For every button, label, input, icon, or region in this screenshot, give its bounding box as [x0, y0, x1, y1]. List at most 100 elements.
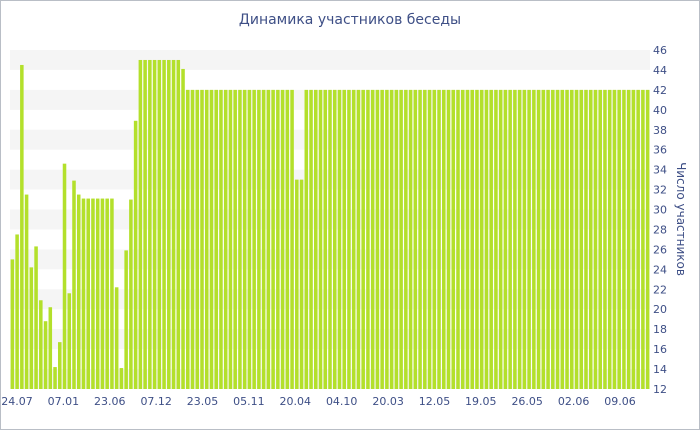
- bars-group: [10, 59, 650, 390]
- bar: [560, 89, 565, 389]
- bar: [219, 89, 223, 389]
- bar: [252, 89, 256, 389]
- x-tick-label: 19.05: [465, 395, 497, 408]
- y-tick-label: 40: [653, 104, 667, 117]
- bar: [266, 89, 271, 389]
- bar: [423, 89, 427, 389]
- x-tick-label: 05.11: [233, 395, 265, 408]
- bar: [641, 89, 645, 389]
- bar: [517, 89, 522, 389]
- bar: [408, 89, 413, 389]
- x-tick-label: 04.10: [326, 395, 358, 408]
- y-tick-label: 20: [653, 303, 667, 316]
- y-tick-label: 42: [653, 84, 667, 97]
- bar: [612, 89, 617, 389]
- x-tick-label: 24.07: [1, 395, 33, 408]
- bar: [299, 179, 304, 389]
- bar: [323, 89, 328, 389]
- y-tick-label: 36: [653, 144, 667, 157]
- bar: [86, 198, 90, 389]
- bar: [242, 89, 247, 389]
- bar: [470, 89, 474, 389]
- y-axis-ticks: 12 14 16 18 20 22 24 26 28 30 32 34 36 38 40 42 44 46: [653, 44, 667, 396]
- bar: [271, 89, 275, 389]
- bar: [110, 198, 114, 389]
- bar: [95, 198, 100, 389]
- y-tick-label: 46: [653, 44, 667, 57]
- bar: [91, 198, 95, 389]
- bar: [100, 198, 105, 389]
- bar: [456, 89, 460, 389]
- bar: [15, 234, 19, 389]
- bar: [498, 89, 503, 389]
- bar: [290, 89, 294, 389]
- bar: [223, 89, 228, 389]
- grid-band: [10, 50, 650, 70]
- bar: [257, 89, 261, 389]
- bar: [67, 293, 72, 389]
- bar: [366, 89, 370, 389]
- bar: [200, 89, 204, 389]
- y-tick-label: 22: [653, 283, 667, 296]
- bar: [238, 89, 242, 389]
- bar: [314, 89, 318, 389]
- bar: [503, 89, 508, 389]
- bar: [385, 89, 389, 389]
- bar: [598, 89, 602, 389]
- bar: [551, 89, 555, 389]
- bar: [555, 89, 560, 389]
- bar: [72, 180, 76, 389]
- bar: [195, 89, 200, 389]
- x-tick-label: 07.12: [140, 395, 172, 408]
- bar: [536, 89, 541, 389]
- bar: [58, 342, 62, 389]
- bar: [460, 89, 465, 389]
- bar: [494, 89, 498, 389]
- bar: [394, 89, 399, 389]
- bar: [574, 89, 579, 389]
- bar: [233, 89, 237, 389]
- bar: [143, 59, 147, 389]
- bar: [370, 89, 375, 389]
- bar: [389, 89, 394, 389]
- bar: [43, 321, 48, 389]
- bar: [20, 64, 24, 390]
- bar: [152, 59, 157, 389]
- x-tick-label: 02.06: [558, 395, 590, 408]
- bar: [622, 89, 626, 389]
- y-tick-label: 16: [653, 343, 667, 356]
- bar: [446, 89, 451, 389]
- bar: [626, 89, 631, 389]
- bar: [617, 89, 621, 389]
- x-tick-label: 26.05: [511, 395, 543, 408]
- y-tick-label: 38: [653, 124, 667, 137]
- y-tick-label: 24: [653, 263, 667, 276]
- bar: [337, 89, 342, 389]
- y-tick-label: 12: [653, 383, 667, 396]
- bar: [53, 367, 57, 389]
- bar: [162, 59, 166, 389]
- y-tick-label: 32: [653, 184, 667, 197]
- bar: [404, 89, 408, 389]
- bar: [532, 89, 536, 389]
- bar: [148, 59, 152, 389]
- bar: [375, 89, 380, 389]
- bar: [34, 246, 38, 389]
- bar: [119, 368, 124, 389]
- bar: [479, 89, 484, 389]
- x-tick-label: 20.03: [372, 395, 404, 408]
- bar: [356, 89, 361, 389]
- bar: [351, 89, 356, 389]
- y-tick-label: 34: [653, 164, 667, 177]
- bar: [541, 89, 546, 389]
- bar: [579, 89, 584, 389]
- bar: [361, 89, 365, 389]
- bar: [484, 89, 489, 389]
- bar: [133, 120, 138, 389]
- bar: [48, 307, 53, 389]
- x-tick-label: 12.05: [419, 395, 451, 408]
- x-axis-ticks: 24.07 07.01 23.06 07.12 23.05 05.11 20.04 04.10…: [1, 395, 636, 408]
- bar: [309, 89, 313, 389]
- bar: [347, 89, 351, 389]
